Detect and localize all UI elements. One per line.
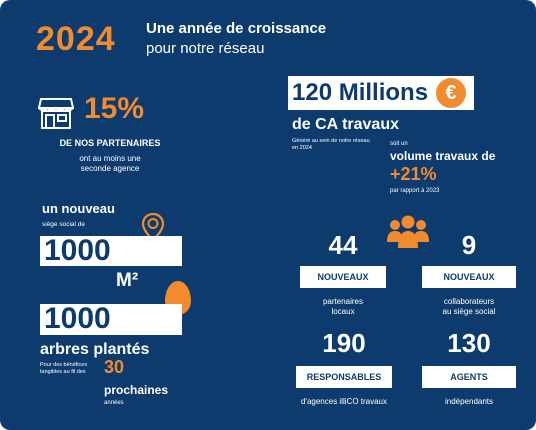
- siege-sub: siège social de: [42, 221, 85, 228]
- revenue-amount: 120 Millions: [292, 79, 429, 106]
- trees-value-box: 1000: [40, 302, 182, 335]
- trees-years-sub: années: [104, 400, 124, 406]
- siege-value-box: 1000: [40, 234, 182, 267]
- header-title: Une année de croissance: [146, 20, 327, 37]
- stat-number: 130: [447, 328, 491, 358]
- partners-desc-line1: ont au moins une: [79, 154, 141, 163]
- stat-badge: NOUVEAUX: [422, 266, 516, 288]
- partners-desc-line2: seconde agence: [80, 164, 140, 173]
- trees-label: arbres plantés: [40, 341, 150, 358]
- stat-badge: NOUVEAUX: [300, 266, 386, 288]
- trees-value: 1000: [44, 302, 111, 335]
- stat-desc-line1: partenaires: [322, 297, 364, 306]
- revenue-growth: +21%: [390, 164, 437, 184]
- partners-label: DE NOS PARTENAIRES: [59, 138, 161, 148]
- revenue-box: 120 Millions €: [288, 76, 474, 110]
- siege-value: 1000: [44, 234, 111, 267]
- trees-years-label: prochaines: [104, 383, 169, 397]
- siege-title: un nouveau: [42, 201, 115, 216]
- trees-years: 30: [104, 357, 125, 377]
- people-group-icon: [386, 214, 430, 250]
- stat-desc-line1: d'agences illiCO travaux: [300, 397, 387, 406]
- siege-unit: M²: [116, 270, 139, 291]
- trees-note: Pour des bénéfices tangibles au fil des: [40, 362, 88, 375]
- store-icon: [37, 96, 75, 130]
- revenue-note: Généré au sein de notre réseau en 2024: [292, 138, 370, 151]
- stat-desc-line1: indépendants: [444, 397, 494, 406]
- header-subtitle: pour notre réseau: [146, 40, 265, 57]
- stat-number: 9: [461, 230, 477, 260]
- revenue-soit: soit un: [390, 141, 408, 147]
- euro-icon: €: [436, 78, 466, 108]
- year-heading: 2024: [36, 20, 116, 58]
- stat-number: 190: [322, 328, 366, 358]
- stat-desc-line1: collaborateurs: [443, 297, 495, 306]
- stat-number: 44: [328, 230, 358, 260]
- stat-badge: AGENTS: [422, 366, 516, 388]
- stat-badge: RESPONSABLES: [296, 366, 392, 388]
- stat-desc-line2: au siège social: [442, 307, 496, 316]
- revenue-compare: par rapport à 2023: [390, 188, 440, 194]
- revenue-label: de CA travaux: [292, 116, 399, 133]
- partners-percent: 15%: [84, 92, 145, 125]
- stat-desc-line2: locaux: [331, 307, 355, 316]
- revenue-volume: volume travaux de: [390, 149, 496, 163]
